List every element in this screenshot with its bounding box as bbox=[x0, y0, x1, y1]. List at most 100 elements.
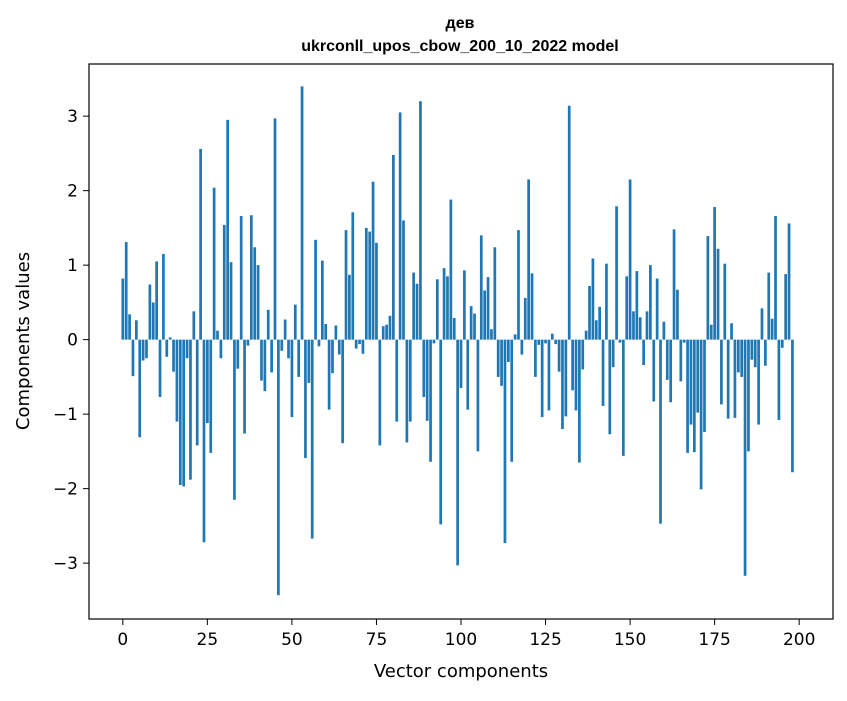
bars bbox=[121, 86, 794, 596]
bar bbox=[263, 339, 267, 392]
bar bbox=[655, 278, 659, 340]
bar bbox=[486, 277, 490, 340]
bar bbox=[419, 101, 422, 340]
bar bbox=[219, 339, 223, 359]
bar bbox=[540, 339, 544, 418]
bar bbox=[740, 339, 744, 377]
bar bbox=[649, 265, 652, 340]
bar bbox=[124, 242, 128, 340]
bar bbox=[544, 339, 547, 344]
bar bbox=[730, 323, 733, 340]
bar bbox=[557, 339, 561, 372]
bar bbox=[459, 339, 463, 389]
bar bbox=[689, 339, 693, 425]
bar bbox=[750, 339, 754, 360]
bar bbox=[246, 339, 250, 346]
chart-title-line-2: ukrconll_upos_cbow_200_10_2022 model bbox=[301, 38, 618, 55]
bar bbox=[476, 339, 480, 452]
bar bbox=[635, 271, 639, 340]
bar bbox=[283, 319, 287, 340]
bar bbox=[706, 236, 710, 340]
bar bbox=[314, 239, 317, 340]
bar bbox=[537, 339, 541, 345]
bar bbox=[155, 261, 158, 340]
x-axis-label: Vector components bbox=[374, 661, 548, 682]
bar bbox=[425, 339, 429, 421]
bar bbox=[530, 273, 534, 340]
bar bbox=[358, 339, 361, 345]
y-tick-label: 2 bbox=[67, 182, 78, 202]
bar bbox=[212, 187, 216, 340]
bar bbox=[371, 181, 375, 340]
bar bbox=[148, 284, 152, 340]
bar bbox=[344, 230, 348, 340]
bar bbox=[780, 339, 784, 348]
bar bbox=[202, 339, 206, 543]
bar bbox=[253, 247, 257, 340]
bar bbox=[628, 179, 632, 340]
bar bbox=[760, 308, 764, 340]
y-axis-label: Components values bbox=[13, 252, 34, 430]
bar bbox=[432, 339, 436, 344]
bar bbox=[692, 339, 696, 453]
bar bbox=[216, 330, 219, 340]
bar bbox=[490, 329, 493, 340]
bar bbox=[473, 313, 476, 340]
bar bbox=[638, 317, 642, 340]
bar bbox=[581, 339, 585, 370]
bar bbox=[672, 229, 676, 340]
bar bbox=[141, 339, 145, 361]
bar bbox=[185, 339, 189, 359]
y-tick-label: −1 bbox=[53, 405, 78, 425]
bar bbox=[442, 268, 446, 340]
bar bbox=[145, 339, 148, 359]
bar bbox=[676, 289, 679, 340]
bar bbox=[260, 339, 263, 381]
bar bbox=[594, 320, 598, 340]
bar bbox=[561, 339, 564, 430]
bar bbox=[429, 339, 432, 462]
x-tick-label: 25 bbox=[197, 630, 219, 650]
bar bbox=[791, 339, 794, 473]
bar bbox=[669, 339, 673, 403]
bar bbox=[395, 339, 399, 422]
y-axis-ticks: −3 −2 −1 0 1 2 3 bbox=[53, 107, 89, 574]
bar bbox=[588, 286, 591, 340]
bar bbox=[513, 334, 517, 340]
bar bbox=[300, 86, 304, 340]
bar bbox=[178, 339, 182, 485]
bar bbox=[615, 206, 618, 340]
bar bbox=[128, 314, 131, 340]
y-tick-label: 0 bbox=[67, 331, 78, 351]
bar bbox=[703, 339, 706, 433]
bar bbox=[131, 339, 135, 377]
bar bbox=[767, 272, 771, 340]
bar bbox=[598, 306, 602, 340]
bar bbox=[405, 339, 409, 443]
bar bbox=[506, 339, 510, 362]
bar bbox=[601, 339, 605, 406]
bar bbox=[611, 339, 615, 368]
bar bbox=[172, 339, 175, 372]
bar bbox=[364, 227, 368, 340]
bar bbox=[361, 339, 365, 354]
bar bbox=[527, 179, 530, 340]
bar bbox=[493, 247, 497, 340]
bar bbox=[121, 278, 125, 340]
bar bbox=[226, 119, 230, 340]
bar bbox=[591, 258, 595, 340]
bar bbox=[138, 339, 142, 438]
bar bbox=[463, 270, 466, 340]
bar bbox=[266, 309, 270, 340]
bar bbox=[439, 339, 443, 525]
bar bbox=[652, 339, 656, 402]
bar bbox=[625, 276, 629, 340]
bar bbox=[574, 339, 578, 411]
bar bbox=[158, 339, 162, 397]
bar bbox=[195, 339, 199, 446]
bar bbox=[523, 297, 527, 340]
bar bbox=[385, 324, 388, 340]
bar bbox=[388, 315, 392, 340]
bar bbox=[747, 339, 750, 452]
